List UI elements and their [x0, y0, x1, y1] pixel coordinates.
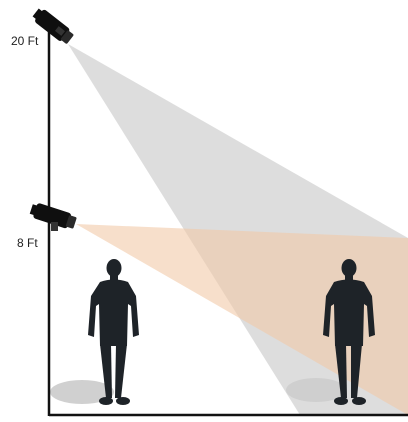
high-mount-label: 20 Ft [11, 34, 39, 48]
right-person-silhouette [323, 259, 375, 405]
low-mounted-camera-icon [29, 203, 77, 231]
low-camera-field-of-view [76, 224, 408, 415]
low-mount-label: 8 Ft [17, 236, 38, 250]
left-person-shadow [50, 380, 114, 404]
left-person-silhouette [88, 259, 139, 405]
high-mounted-camera-icon [32, 8, 74, 44]
